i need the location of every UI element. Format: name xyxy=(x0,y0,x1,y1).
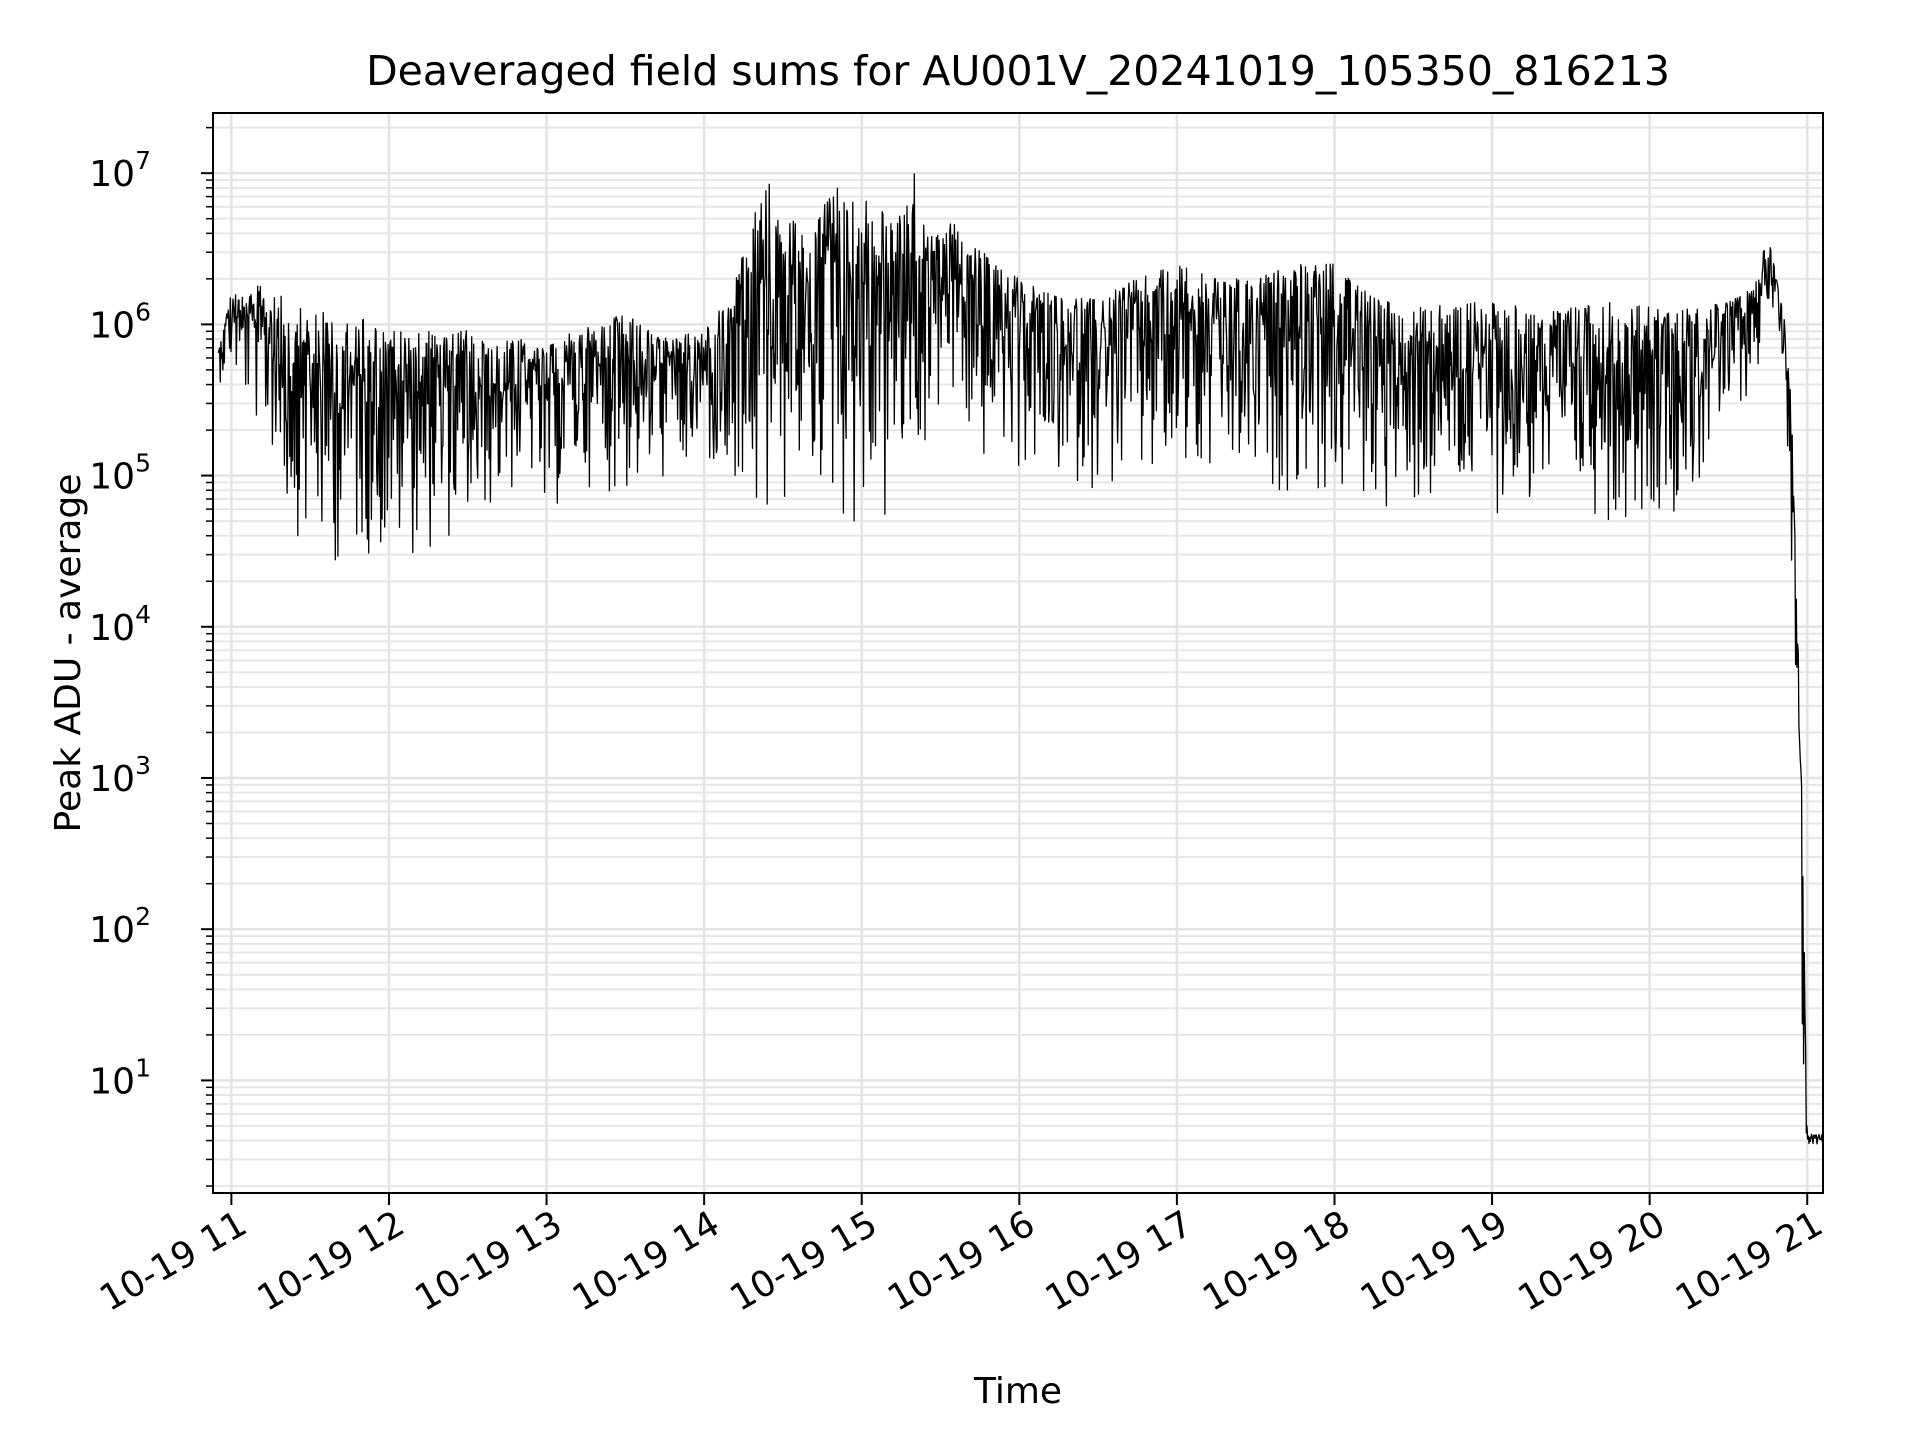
x-tick-label: 10-19 13 xyxy=(408,1203,569,1319)
x-tick-label: 10-19 12 xyxy=(251,1203,412,1319)
x-tick-label: 10-19 11 xyxy=(93,1203,254,1319)
x-tick-label: 10-19 15 xyxy=(724,1203,885,1319)
x-tick-label: 10-19 19 xyxy=(1354,1203,1515,1319)
axes-frame xyxy=(212,112,1824,1194)
y-tick-label: 101 xyxy=(89,1053,151,1102)
y-tick-label: 104 xyxy=(89,600,151,649)
x-tick-label: 10-19 17 xyxy=(1039,1203,1200,1319)
x-tick-label: 10-19 21 xyxy=(1669,1203,1830,1319)
y-tick-label: 102 xyxy=(89,902,151,951)
chart-title: Deaveraged field sums for AU001V_2024101… xyxy=(366,47,1670,95)
x-tick-label: 10-19 20 xyxy=(1511,1203,1672,1319)
series-line xyxy=(217,173,1824,1145)
major-gridlines xyxy=(213,113,1823,1193)
x-tick-label: 10-19 14 xyxy=(566,1203,727,1319)
x-axis-label: Time xyxy=(973,1371,1062,1412)
y-tick-label: 107 xyxy=(89,146,151,195)
y-tick-label: 103 xyxy=(89,751,151,800)
y-tick-label: 105 xyxy=(89,449,151,498)
x-tick-label: 10-19 18 xyxy=(1196,1203,1357,1319)
y-axis-ticks: 101 102 103 104 105 106 107 xyxy=(89,126,213,1187)
series-layer xyxy=(217,173,1824,1145)
y-axis-label: Peak ADU - average xyxy=(48,474,89,833)
y-tick-label: 106 xyxy=(89,297,151,346)
x-tick-label: 10-19 16 xyxy=(881,1203,1042,1319)
plot-area xyxy=(217,173,1824,1145)
